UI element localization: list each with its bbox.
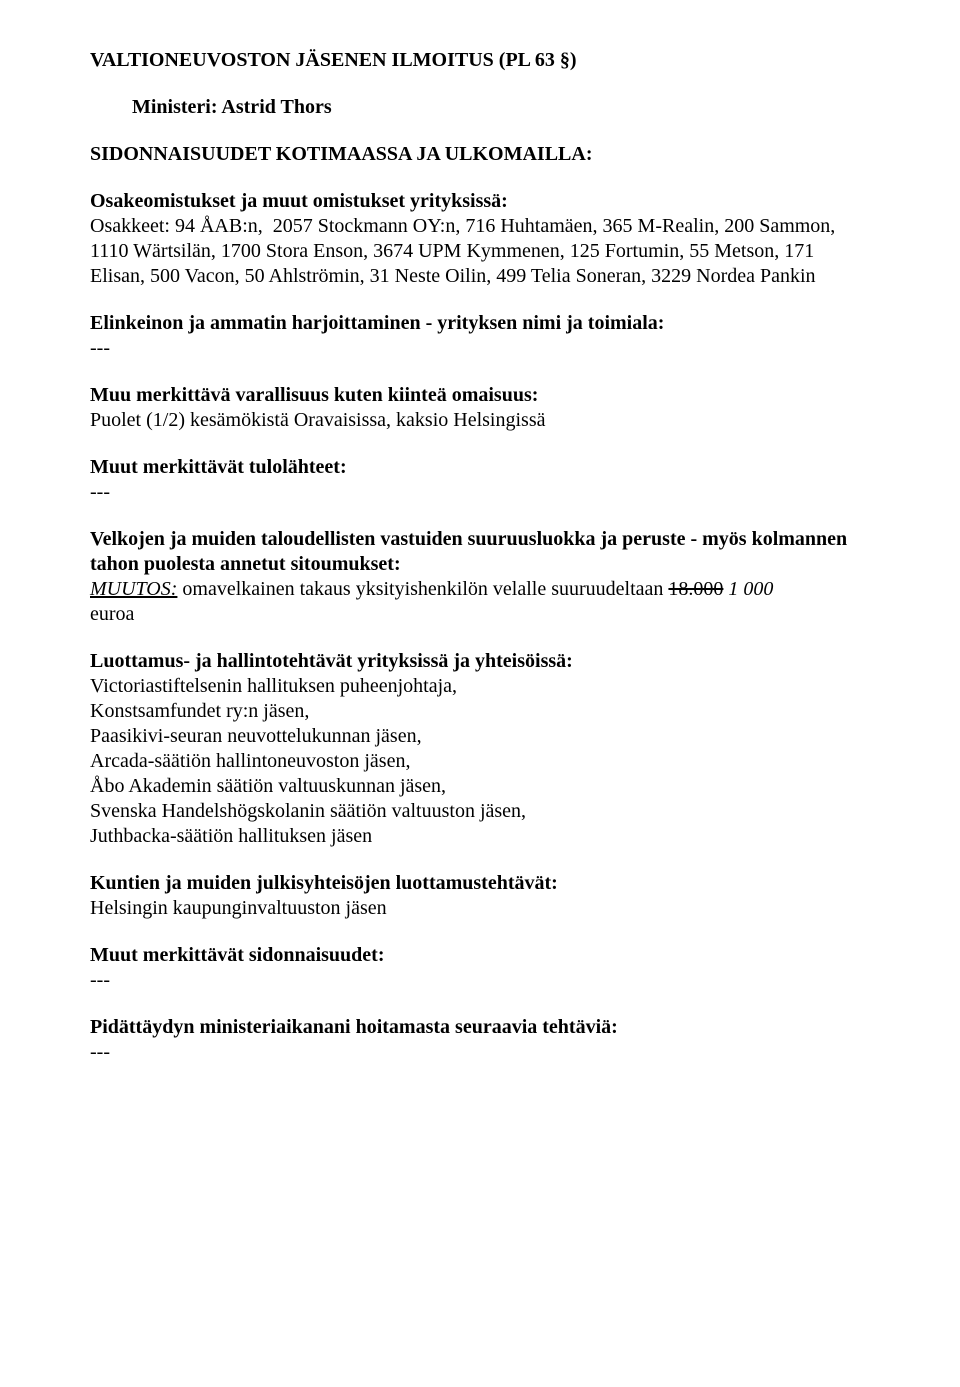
- document-title: VALTIONEUVOSTON JÄSENEN ILMOITUS (PL 63 …: [90, 48, 870, 73]
- muut-sid-body: ---: [90, 968, 870, 993]
- muutos-label: MUUTOS:: [90, 578, 177, 600]
- luottamus-line: Konstsamfundet ry:n jäsen,: [90, 699, 870, 724]
- muut-sid-heading: Muut merkittävät sidonnaisuudet:: [90, 943, 870, 968]
- velka-block: Velkojen ja muiden taloudellisten vastui…: [90, 527, 870, 627]
- muutos-strike: 18.000: [668, 578, 723, 600]
- luottamus-block: Luottamus- ja hallintotehtävät yrityksis…: [90, 649, 870, 849]
- minister-line: Ministeri: Astrid Thors: [132, 95, 870, 120]
- kuntien-block: Kuntien ja muiden julkisyhteisöjen luott…: [90, 871, 870, 921]
- velka-heading-line1: Velkojen ja muiden taloudellisten vastui…: [90, 527, 870, 552]
- luottamus-line: Arcada-säätiön hallintoneuvoston jäsen,: [90, 749, 870, 774]
- kuntien-heading: Kuntien ja muiden julkisyhteisöjen luott…: [90, 871, 870, 896]
- velka-heading-line2: tahon puolesta annetut sitoumukset:: [90, 552, 870, 577]
- section-heading-sidonnaisuudet: SIDONNAISUUDET KOTIMAASSA JA ULKOMAILLA:: [90, 142, 870, 167]
- osakeomistukset-body: Osakkeet: 94 ÅAB:n, 2057 Stockmann OY:n,…: [90, 214, 870, 289]
- muut-sid-block: Muut merkittävät sidonnaisuudet: ---: [90, 943, 870, 993]
- muu-varallisuus-block: Muu merkittävä varallisuus kuten kiinteä…: [90, 383, 870, 433]
- muutos-body-pre: omavelkainen takaus yksityishenkilön vel…: [177, 578, 668, 600]
- osakeomistukset-block: Osakeomistukset ja muut omistukset yrity…: [90, 189, 870, 289]
- pidat-block: Pidättäydyn ministeriaikanani hoitamasta…: [90, 1015, 870, 1065]
- muut-tulo-block: Muut merkittävät tulolähteet: ---: [90, 455, 870, 505]
- muu-varallisuus-heading: Muu merkittävä varallisuus kuten kiinteä…: [90, 383, 870, 408]
- muutos-line: MUUTOS: omavelkainen takaus yksityishenk…: [90, 577, 870, 602]
- muu-varallisuus-body: Puolet (1/2) kesämökistä Oravaisissa, ka…: [90, 408, 870, 433]
- muut-tulo-heading: Muut merkittävät tulolähteet:: [90, 455, 870, 480]
- osakeomistukset-heading: Osakeomistukset ja muut omistukset yrity…: [90, 189, 870, 214]
- luottamus-line: Svenska Handelshögskolanin säätiön valtu…: [90, 799, 870, 824]
- luottamus-line: Åbo Akademin säätiön valtuuskunnan jäsen…: [90, 774, 870, 799]
- luottamus-line: Victoriastiftelsenin hallituksen puheenj…: [90, 674, 870, 699]
- luottamus-heading: Luottamus- ja hallintotehtävät yrityksis…: [90, 649, 870, 674]
- pidat-body: ---: [90, 1040, 870, 1065]
- luottamus-line: Paasikivi-seuran neuvottelukunnan jäsen,: [90, 724, 870, 749]
- muutos-tail: euroa: [90, 602, 870, 627]
- elinkeino-block: Elinkeinon ja ammatin harjoittaminen - y…: [90, 311, 870, 361]
- elinkeino-body: ---: [90, 336, 870, 361]
- muut-tulo-body: ---: [90, 480, 870, 505]
- pidat-heading: Pidättäydyn ministeriaikanani hoitamasta…: [90, 1015, 870, 1040]
- elinkeino-heading: Elinkeinon ja ammatin harjoittaminen - y…: [90, 311, 870, 336]
- luottamus-line: Juthbacka-säätiön hallituksen jäsen: [90, 824, 870, 849]
- muutos-body-post: 1 000: [723, 578, 773, 600]
- kuntien-body: Helsingin kaupunginvaltuuston jäsen: [90, 896, 870, 921]
